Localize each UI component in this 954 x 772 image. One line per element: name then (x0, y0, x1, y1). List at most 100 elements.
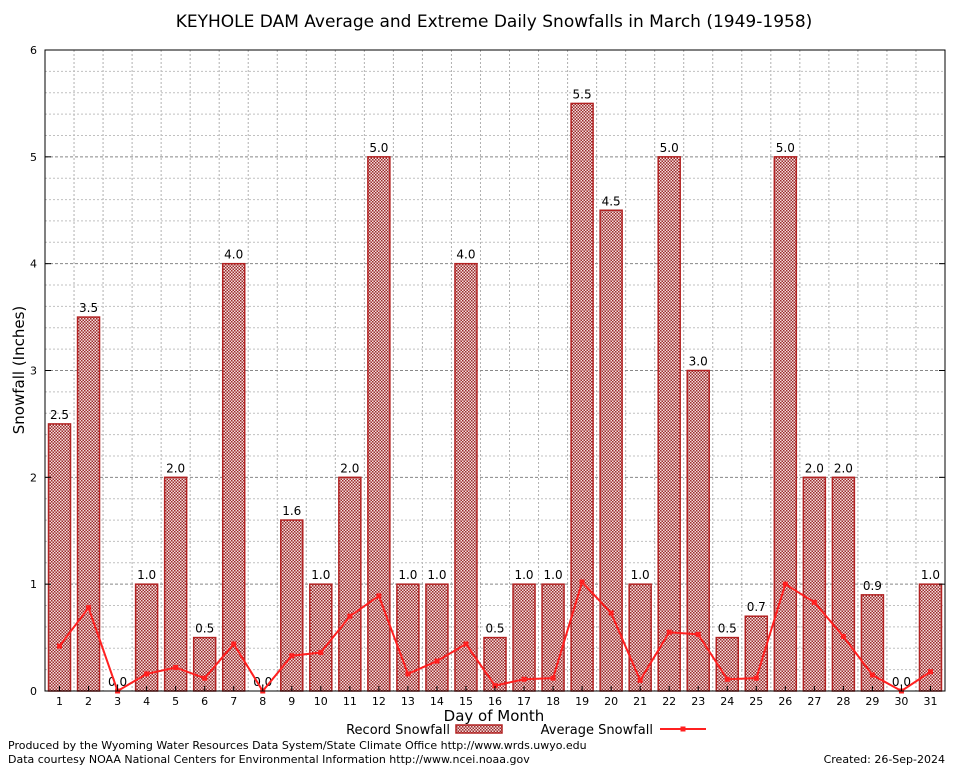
x-tick-label: 2 (85, 695, 92, 708)
bar-record-snowfall (221, 262, 246, 692)
x-tick-label: 30 (894, 695, 908, 708)
y-tick-label: 0 (30, 685, 37, 698)
bar-value-label: 1.0 (921, 568, 940, 582)
x-tick-label: 12 (372, 695, 386, 708)
average-point (376, 593, 382, 599)
bar-record-snowfall (309, 583, 333, 692)
x-tick-label: 16 (488, 695, 502, 708)
bar-value-label: 0.5 (485, 622, 504, 636)
average-point (608, 610, 614, 616)
bar-value-label: 0.5 (718, 622, 737, 636)
legend: Record Snowfall Average Snowfall (346, 723, 706, 738)
x-tick-label: 13 (401, 695, 415, 708)
y-tick-label: 5 (30, 151, 37, 164)
bar-record-snowfall (338, 476, 362, 692)
average-point (173, 664, 179, 670)
y-tick-label: 4 (30, 258, 37, 271)
bar-record-snowfall (192, 636, 217, 692)
average-point (753, 675, 759, 681)
average-point (347, 613, 353, 619)
x-tick-label: 25 (749, 695, 763, 708)
x-tick-label: 26 (778, 695, 792, 708)
bar-value-label: 5.0 (369, 141, 388, 155)
average-point (144, 671, 150, 677)
bar-value-label: 4.0 (456, 248, 475, 262)
average-point (579, 579, 585, 585)
legend-swatch-average-marker (680, 726, 686, 732)
bar-value-label: 1.0 (427, 568, 446, 582)
y-tick-label: 3 (30, 365, 37, 378)
bar-value-label: 4.5 (602, 194, 621, 208)
y-tick-label: 6 (30, 44, 37, 57)
average-point (840, 634, 846, 640)
average-point (927, 669, 933, 675)
legend-label-record: Record Snowfall (346, 723, 450, 738)
average-point (231, 641, 237, 647)
y-axis-label: Snowfall (Inches) (10, 306, 28, 434)
footer-credit-1: Produced by the Wyoming Water Resources … (8, 739, 587, 752)
bar-record-snowfall (657, 156, 681, 692)
bar-value-label: 1.0 (311, 568, 330, 582)
average-point (289, 653, 295, 659)
bar-value-label: 1.0 (514, 568, 533, 582)
bar-value-label: 2.0 (340, 461, 359, 475)
average-point (202, 675, 208, 681)
average-line (57, 579, 933, 694)
bar-record-snowfall (686, 369, 710, 692)
bar-value-label: 0.9 (863, 579, 882, 593)
bar-value-label: 1.0 (137, 568, 156, 582)
bar-value-label: 4.0 (224, 248, 243, 262)
x-tick-label: 7 (230, 695, 237, 708)
bar-record-snowfall (570, 102, 594, 692)
x-tick-label: 6 (201, 695, 208, 708)
x-tick-label: 29 (865, 695, 879, 708)
bar-value-label: 5.5 (573, 87, 592, 101)
x-tick-label: 14 (430, 695, 444, 708)
average-point (434, 658, 440, 664)
bar-value-label: 5.0 (776, 141, 795, 155)
bar-record-snowfall (163, 476, 188, 692)
bar-value-label: 1.6 (282, 504, 301, 518)
x-tick-label: 31 (923, 695, 937, 708)
bar-value-label: 3.5 (79, 301, 98, 315)
legend-swatch-record (455, 724, 503, 734)
bar-record-snowfall (918, 583, 943, 692)
x-tick-label: 4 (143, 695, 150, 708)
bar-record-snowfall (628, 583, 652, 692)
x-tick-label: 28 (836, 695, 850, 708)
average-point (637, 677, 643, 683)
bar-value-label: 1.0 (398, 568, 417, 582)
bar-value-label: 0.0 (892, 675, 911, 689)
x-tick-label: 18 (546, 695, 560, 708)
bar-record-snowfall (802, 476, 827, 692)
average-point (521, 676, 527, 682)
x-tick-label: 15 (459, 695, 473, 708)
x-tick-label: 5 (172, 695, 179, 708)
x-tick-label: 8 (259, 695, 266, 708)
x-tick-label: 10 (314, 695, 328, 708)
x-tick-label: 21 (633, 695, 647, 708)
y-tick-label: 1 (30, 578, 37, 591)
average-point (492, 683, 498, 689)
y-tick-label: 2 (30, 471, 37, 484)
x-tick-label: 3 (114, 695, 121, 708)
bar-value-label: 2.0 (805, 461, 824, 475)
bar-record-snowfall (47, 423, 72, 692)
x-tick-label: 20 (604, 695, 618, 708)
x-tick-label: 9 (288, 695, 295, 708)
average-point (57, 643, 63, 649)
bar-record-snowfall (715, 636, 740, 692)
x-tick-label: 1 (56, 695, 63, 708)
average-point (318, 650, 324, 656)
bar-record-snowfall (76, 316, 101, 692)
average-point (782, 581, 788, 587)
y-axis-ticks: 0 1 2 3 4 5 6 (30, 44, 945, 698)
x-tick-label: 11 (343, 695, 357, 708)
x-tick-label: 22 (662, 695, 676, 708)
bar-labels: 2.53.50.01.02.00.54.00.01.61.02.05.01.0 1… (50, 87, 940, 689)
bar-record-snowfall (831, 476, 856, 692)
footer-credit-2: Data courtesy NOAA National Centers for … (8, 753, 530, 766)
average-point (405, 671, 411, 677)
x-axis-label: Day of Month (444, 707, 545, 725)
